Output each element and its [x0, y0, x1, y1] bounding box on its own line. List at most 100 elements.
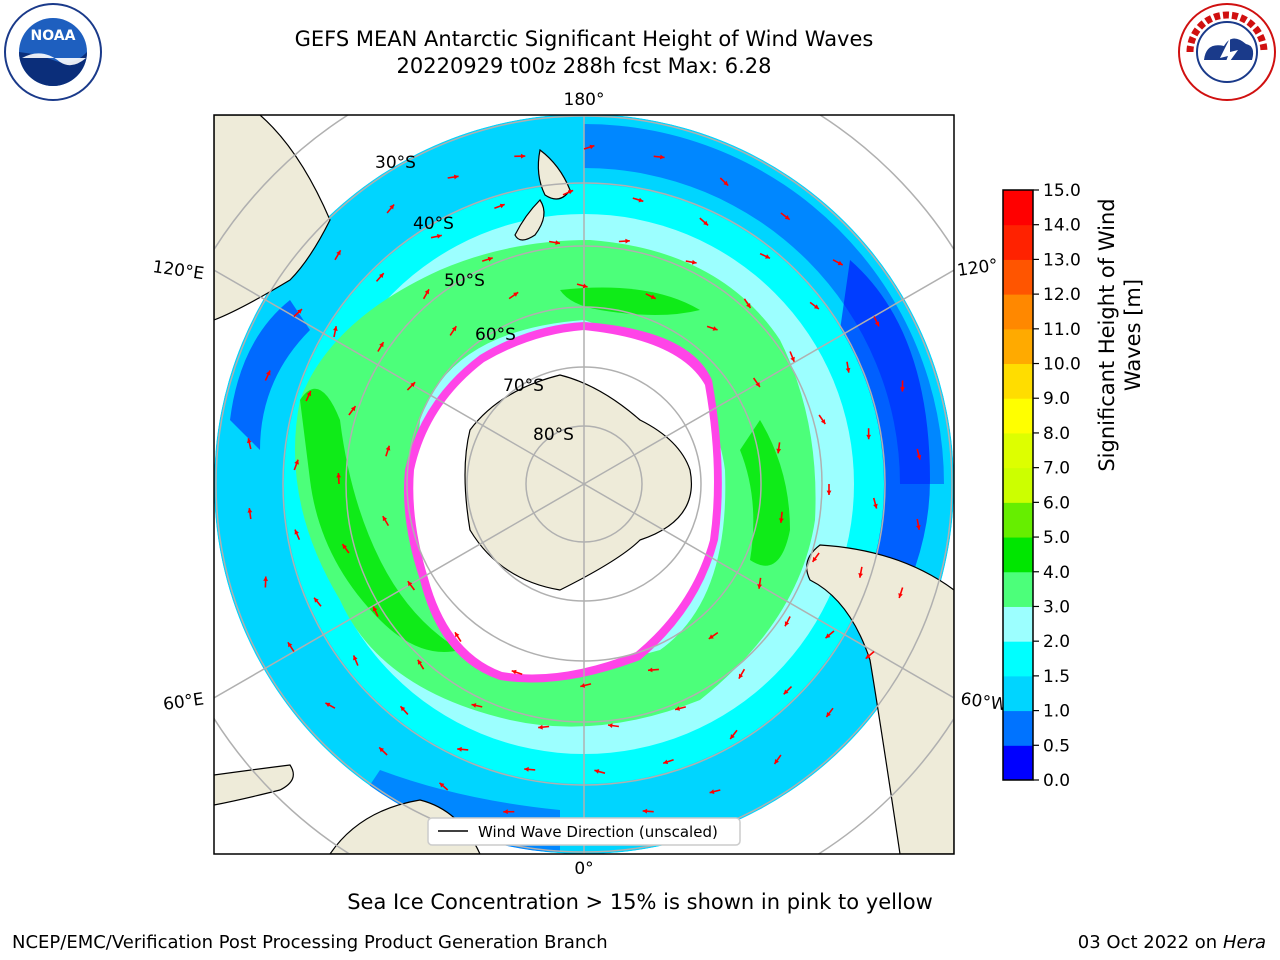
lat-label-70s: 70°S	[503, 376, 544, 396]
wave-direction-arrowhead	[487, 256, 493, 262]
map-frame	[213, 114, 955, 855]
wave-direction-arrowhead	[916, 454, 922, 460]
noaa-logo-icon: NOAA	[4, 3, 102, 101]
wave-direction-arrowhead	[812, 556, 818, 562]
australia-landmass	[214, 115, 331, 321]
wave-direction-arrowhead	[675, 706, 680, 711]
wave-direction-arrowhead	[453, 174, 459, 180]
wave-direction-arrowhead	[350, 406, 356, 412]
wave-direction-arrowhead	[379, 747, 384, 753]
colorbar-band	[1003, 190, 1033, 226]
wave-direction-arrowhead	[825, 633, 831, 639]
colorbar-band	[1003, 502, 1033, 538]
wave-direction-arrowhead	[776, 448, 782, 454]
lat-label-80s: 80°S	[533, 425, 574, 445]
wave-direction-arrowhead	[814, 304, 819, 309]
colorbar-tick-label: 11.0	[1043, 320, 1081, 340]
wave-direction-arrowhead	[325, 702, 331, 708]
wave-direction-arrowhead	[866, 434, 871, 440]
wave-direction-arrowhead	[499, 203, 505, 209]
colorbar-tick-label: 14.0	[1043, 216, 1081, 236]
wave-direction-arrowhead	[389, 204, 395, 210]
colorbar-tick-label: 7.0	[1043, 459, 1070, 479]
colorbar-tick-label: 4.0	[1043, 563, 1070, 583]
lon-label-60e: 60°E	[162, 689, 205, 714]
wave-direction-arrowhead	[353, 655, 358, 661]
svg-text:NOAA: NOAA	[31, 28, 76, 44]
colorbar-tick-label: 5.0	[1043, 528, 1070, 548]
wave-direction-arrowhead	[247, 438, 252, 444]
wave-direction-arrowhead	[379, 273, 384, 278]
wave-direction-arrowhead	[437, 234, 442, 239]
map-title: GEFS MEAN Antarctic Significant Height o…	[294, 27, 874, 51]
wave-direction-arrowhead	[873, 503, 878, 509]
wave-direction-arrowhead	[820, 419, 826, 424]
footer-date: 03 Oct 2022 on Hera	[1077, 932, 1266, 953]
wave-direction-arrowhead	[287, 642, 293, 648]
lon-label-0: 0°	[574, 859, 593, 879]
colorbar-tick-label: 1.5	[1043, 667, 1070, 687]
wave-direction-arrowhead	[826, 712, 831, 717]
wave-direction-arrowhead	[738, 673, 744, 679]
wave-direction-arrowhead	[691, 259, 697, 265]
wave-direction-arrowhead	[708, 634, 714, 639]
wave-direction-arrowhead	[513, 292, 519, 297]
colorbar-tick-label: 9.0	[1043, 389, 1070, 409]
colorbar-band	[1003, 432, 1033, 469]
wave-direction-arrowhead	[730, 734, 735, 739]
wave-direction-arrowhead	[294, 459, 299, 465]
wave-direction-arrowhead	[858, 573, 863, 578]
wave-direction-arrowhead	[580, 683, 586, 688]
wave-direction-arrowhead	[765, 254, 770, 259]
colorbar-tick-label: 6.0	[1043, 493, 1070, 513]
colorbar-band	[1003, 259, 1033, 295]
wave-direction-arrowhead	[247, 508, 253, 513]
wave-direction-arrowhead	[784, 621, 790, 627]
colorbar-tick-label: 1.0	[1043, 702, 1070, 722]
wave-direction-arrowhead	[336, 473, 341, 478]
colorbar-label: Significant Height of Wind Waves [m]	[1095, 198, 1145, 472]
wave-direction-arrowhead	[660, 154, 665, 160]
colorbar-band	[1003, 224, 1033, 260]
wave-direction-arrowhead	[650, 294, 656, 299]
wave-direction-arrowhead	[837, 260, 843, 266]
lat-label-30s: 30°S	[375, 153, 416, 173]
wave-direction-arrowhead	[439, 782, 445, 788]
colorbar-tick-label: 8.0	[1043, 424, 1070, 444]
wave-direction-arrowhead	[382, 516, 388, 522]
wave-direction-arrowhead	[746, 303, 751, 308]
lon-label-180: 180°	[564, 90, 605, 110]
wave-direction-arrowhead	[648, 667, 653, 673]
wave-direction-arrowhead	[594, 769, 600, 774]
wave-direction-arrowhead	[503, 809, 508, 815]
lon-label-120e: 120°E	[151, 257, 205, 284]
wave-direction-arrowhead	[784, 215, 790, 220]
colorbar-band	[1003, 398, 1033, 434]
wind-wave-arrows	[247, 144, 922, 823]
wave-direction-arrowhead	[865, 653, 871, 659]
svg-text:Wind Wave Direction (unscaled): Wind Wave Direction (unscaled)	[478, 823, 718, 841]
wave-direction-arrowhead	[342, 544, 347, 549]
map-subtitle: 20220929 t00z 288h fcst Max: 6.28	[396, 54, 772, 78]
wave-direction-arrowhead	[451, 326, 457, 332]
wave-direction-arrowhead	[568, 189, 574, 195]
wave-direction-arrowhead	[703, 220, 709, 226]
wave-direction-arrowhead	[663, 759, 669, 765]
colorbar-tick-label: 0.0	[1043, 771, 1070, 791]
wave-direction-arrowhead	[400, 706, 406, 712]
wave-direction-arrowhead	[774, 759, 779, 764]
lat-label-50s: 50°S	[444, 271, 485, 291]
colorbar-band	[1003, 675, 1033, 712]
wave-direction-arrowhead	[379, 342, 384, 348]
wave-direction-arrowhead	[826, 490, 832, 495]
nws-logo-icon	[1178, 3, 1276, 101]
colorbar-band	[1003, 363, 1033, 399]
lat-label-60s: 60°S	[475, 325, 516, 345]
wave-direction-arrowhead	[779, 518, 784, 523]
colorbar-tick-label: 0.5	[1043, 736, 1070, 756]
wave-direction-arrowhead	[372, 606, 378, 612]
wave-direction-arrowhead	[524, 766, 529, 772]
wave-direction-arrowhead	[900, 387, 905, 392]
wave-direction-arrowhead	[314, 597, 319, 603]
map-graticule	[214, 115, 954, 854]
